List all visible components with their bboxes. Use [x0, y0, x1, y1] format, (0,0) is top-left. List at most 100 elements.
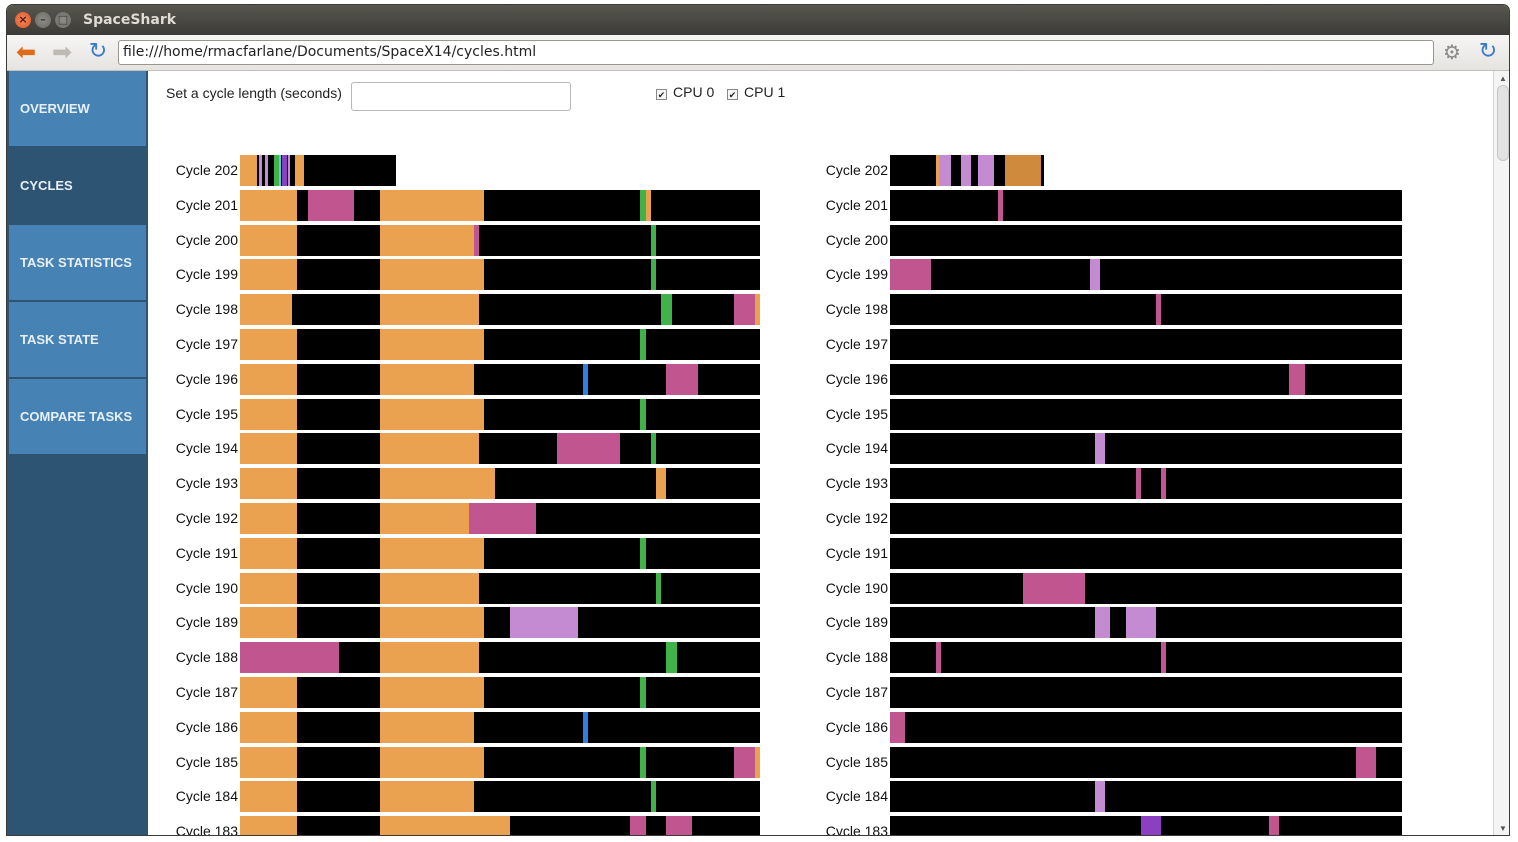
task-segment[interactable]	[297, 433, 381, 465]
task-segment[interactable]	[257, 155, 259, 186]
task-segment[interactable]	[240, 468, 298, 500]
task-segment[interactable]	[240, 607, 298, 639]
back-arrow-icon[interactable]: ⬅	[15, 38, 37, 66]
task-segment[interactable]	[650, 259, 656, 291]
task-segment[interactable]	[1094, 781, 1106, 813]
task-segment[interactable]	[474, 224, 480, 256]
task-segment[interactable]	[297, 677, 381, 708]
cpu0-cycle-bar[interactable]	[240, 155, 396, 186]
task-segment[interactable]	[286, 155, 289, 186]
task-segment[interactable]	[754, 294, 760, 326]
task-segment[interactable]	[297, 259, 381, 291]
task-segment[interactable]	[640, 329, 646, 360]
task-segment[interactable]	[261, 155, 265, 186]
task-segment[interactable]	[380, 224, 474, 256]
task-segment[interactable]	[734, 294, 755, 326]
cpu0-cycle-bar[interactable]	[240, 711, 760, 743]
task-segment[interactable]	[380, 363, 474, 395]
task-segment[interactable]	[297, 642, 339, 674]
task-segment[interactable]	[666, 642, 677, 674]
cpu0-cycle-bar[interactable]	[240, 259, 760, 291]
task-segment[interactable]	[307, 189, 355, 221]
task-segment[interactable]	[930, 259, 1090, 291]
task-segment[interactable]	[1156, 607, 1402, 639]
task-segment[interactable]	[380, 746, 485, 778]
cpu1-cycle-bar[interactable]	[890, 816, 1402, 835]
task-segment[interactable]	[697, 363, 760, 395]
task-segment[interactable]	[380, 433, 480, 465]
task-segment[interactable]	[380, 294, 480, 326]
cpu1-cycle-bar[interactable]	[890, 677, 1402, 708]
task-segment[interactable]	[890, 746, 1356, 778]
task-segment[interactable]	[494, 468, 656, 500]
cpu1-cycle-bar[interactable]	[890, 537, 1402, 569]
task-segment[interactable]	[240, 433, 298, 465]
cycle-length-input[interactable]	[351, 82, 571, 111]
task-segment[interactable]	[479, 433, 558, 465]
cpu0-cycle-bar[interactable]	[240, 189, 760, 221]
task-segment[interactable]	[630, 816, 646, 835]
task-segment[interactable]	[354, 189, 381, 221]
task-segment[interactable]	[297, 189, 308, 221]
cpu0-cycle-bar[interactable]	[240, 537, 760, 569]
task-segment[interactable]	[297, 503, 381, 534]
task-segment[interactable]	[1005, 155, 1041, 186]
task-segment[interactable]	[240, 642, 298, 674]
task-segment[interactable]	[297, 607, 381, 639]
task-segment[interactable]	[890, 398, 1402, 430]
reload-icon[interactable]: ↻	[88, 39, 108, 64]
cpu0-cycle-bar[interactable]	[240, 433, 760, 465]
task-segment[interactable]	[510, 816, 630, 835]
task-segment[interactable]	[297, 816, 381, 835]
task-segment[interactable]	[468, 503, 537, 534]
cpu1-cycle-bar[interactable]	[890, 781, 1402, 813]
task-segment[interactable]	[474, 781, 651, 813]
task-segment[interactable]	[380, 642, 480, 674]
cpu1-cycle-bar[interactable]	[890, 398, 1402, 430]
task-segment[interactable]	[484, 398, 641, 430]
task-segment[interactable]	[380, 677, 485, 708]
url-field[interactable]: file:///home/rmacfarlane/Documents/Space…	[118, 40, 1434, 65]
task-segment[interactable]	[1094, 433, 1106, 465]
task-segment[interactable]	[297, 468, 381, 500]
task-segment[interactable]	[380, 711, 474, 743]
task-segment[interactable]	[692, 816, 760, 835]
task-segment[interactable]	[240, 363, 298, 395]
vertical-scrollbar[interactable]: ▲ ▼	[1493, 71, 1509, 835]
task-segment[interactable]	[890, 155, 937, 186]
task-segment[interactable]	[1161, 816, 1269, 835]
cpu0-cycle-bar[interactable]	[240, 468, 760, 500]
settings-gears-icon[interactable]: ⚙	[1443, 40, 1461, 64]
task-segment[interactable]	[645, 329, 760, 360]
task-segment[interactable]	[297, 363, 381, 395]
task-segment[interactable]	[1161, 642, 1167, 674]
task-segment[interactable]	[240, 816, 298, 835]
task-segment[interactable]	[294, 155, 304, 186]
cpu1-cycle-bar[interactable]	[890, 746, 1402, 778]
task-segment[interactable]	[656, 259, 760, 291]
task-segment[interactable]	[240, 572, 298, 604]
task-segment[interactable]	[484, 746, 641, 778]
task-segment[interactable]	[1304, 363, 1402, 395]
cpu1-cycle-bar[interactable]	[890, 259, 1402, 291]
task-segment[interactable]	[905, 711, 1402, 743]
sidebar-item-overview[interactable]: OVERVIEW	[9, 71, 146, 146]
refresh-icon[interactable]: ↻	[1478, 39, 1498, 64]
task-segment[interactable]	[264, 155, 269, 186]
task-segment[interactable]	[1289, 363, 1305, 395]
task-segment[interactable]	[240, 259, 298, 291]
task-segment[interactable]	[338, 642, 381, 674]
task-segment[interactable]	[583, 363, 589, 395]
task-segment[interactable]	[941, 642, 1162, 674]
task-segment[interactable]	[671, 294, 734, 326]
task-segment[interactable]	[1002, 189, 1402, 221]
task-segment[interactable]	[640, 398, 646, 430]
task-segment[interactable]	[890, 189, 998, 221]
task-segment[interactable]	[583, 711, 589, 743]
cpu0-cycle-bar[interactable]	[240, 329, 760, 360]
cpu0-cycle-bar[interactable]	[240, 607, 760, 639]
task-segment[interactable]	[297, 781, 381, 813]
task-segment[interactable]	[484, 537, 641, 569]
task-segment[interactable]	[282, 155, 287, 186]
cpu0-cycle-bar[interactable]	[240, 781, 760, 813]
